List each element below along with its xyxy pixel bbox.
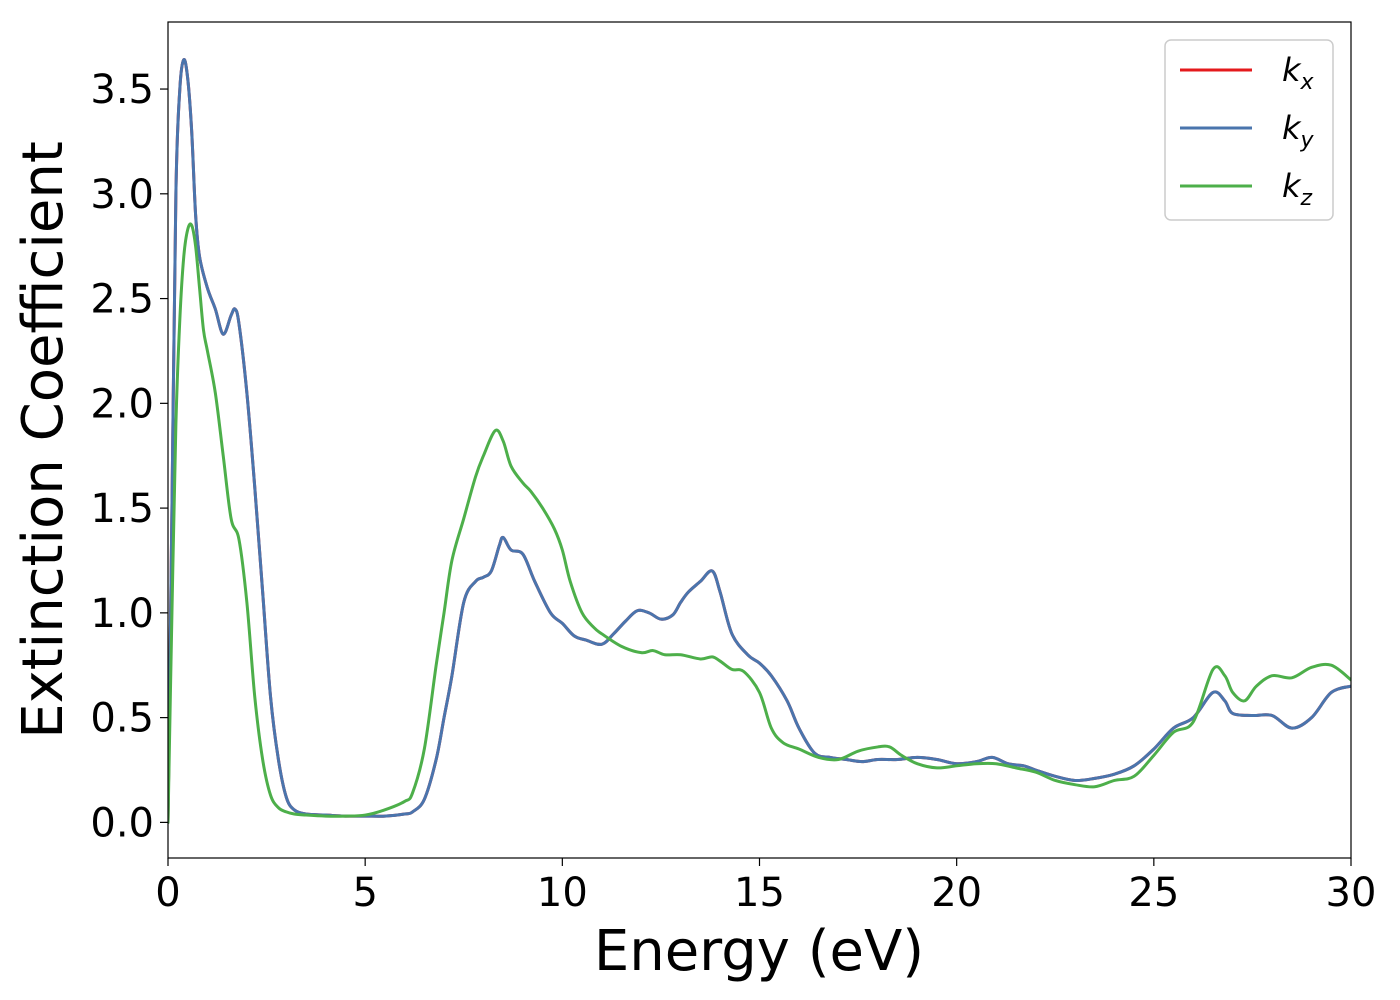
x-tick-label: 5 xyxy=(352,870,377,916)
x-tick-label: 30 xyxy=(1326,870,1377,916)
x-tick-label: 0 xyxy=(155,870,180,916)
legend-label-k-x: kx xyxy=(1282,51,1315,95)
y-tick-label: 1.0 xyxy=(90,591,154,637)
x-axis: 0 5 10 15 20 25 30 xyxy=(155,858,1376,916)
y-tick-label: 3.0 xyxy=(90,172,154,218)
y-tick-label: 1.5 xyxy=(90,486,154,532)
x-tick-label: 10 xyxy=(537,870,588,916)
series-layer xyxy=(168,58,1351,824)
y-tick-label: 3.5 xyxy=(90,67,154,113)
x-tick-label: 15 xyxy=(734,870,785,916)
y-tick-label: 0.5 xyxy=(90,696,154,742)
legend: kx ky kz xyxy=(1164,39,1334,221)
y-axis-title: Extinction Coefficient xyxy=(11,141,76,739)
x-tick-label: 25 xyxy=(1128,870,1179,916)
x-axis-title: Energy (eV) xyxy=(594,919,924,984)
y-tick-label: 2.5 xyxy=(90,277,154,323)
y-tick-label: 0.0 xyxy=(90,800,154,846)
series-line-k-y xyxy=(168,58,1351,824)
series-line-k-z xyxy=(168,222,1351,824)
y-tick-label: 2.0 xyxy=(90,381,154,427)
x-tick-label: 20 xyxy=(931,870,982,916)
legend-frame xyxy=(1164,39,1334,221)
legend-label-k-z: kz xyxy=(1282,167,1313,211)
legend-label-k-y: ky xyxy=(1282,109,1315,153)
plot-area xyxy=(168,22,1351,858)
y-axis: 0.0 0.5 1.0 1.5 2.0 2.5 3.0 3.5 xyxy=(90,67,168,846)
